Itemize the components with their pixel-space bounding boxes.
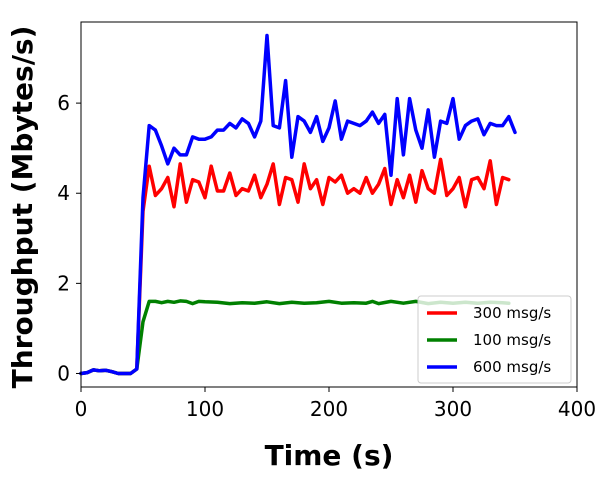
x-tick-label: 0: [75, 397, 88, 421]
x-tick-label: 400: [558, 397, 596, 421]
legend-label-2: 600 msg/s: [473, 358, 551, 376]
x-tick-label: 300: [434, 397, 472, 421]
y-axis-title: Throughput (Mbytes/s): [6, 26, 39, 389]
y-tick-label: 0: [57, 361, 70, 385]
series-line-2: [79, 33, 517, 376]
legend-box: [417, 295, 572, 384]
series-line-0: [79, 157, 511, 376]
x-tick-label: 200: [310, 397, 348, 421]
legend-label-0: 300 msg/s: [473, 304, 551, 322]
legend-label-1: 100 msg/s: [473, 331, 551, 349]
y-tick-label: 4: [57, 181, 70, 205]
legend: 300 msg/s 100 msg/s 600 msg/s: [417, 295, 572, 384]
y-tick-label: 6: [57, 91, 70, 115]
y-axis: 0 2 4 6: [57, 91, 81, 385]
x-tick-label: 100: [186, 397, 224, 421]
x-axis-title: Time (s): [265, 439, 394, 472]
y-tick-label: 2: [57, 271, 70, 295]
x-axis: 0 100 200 300 400: [75, 387, 596, 421]
